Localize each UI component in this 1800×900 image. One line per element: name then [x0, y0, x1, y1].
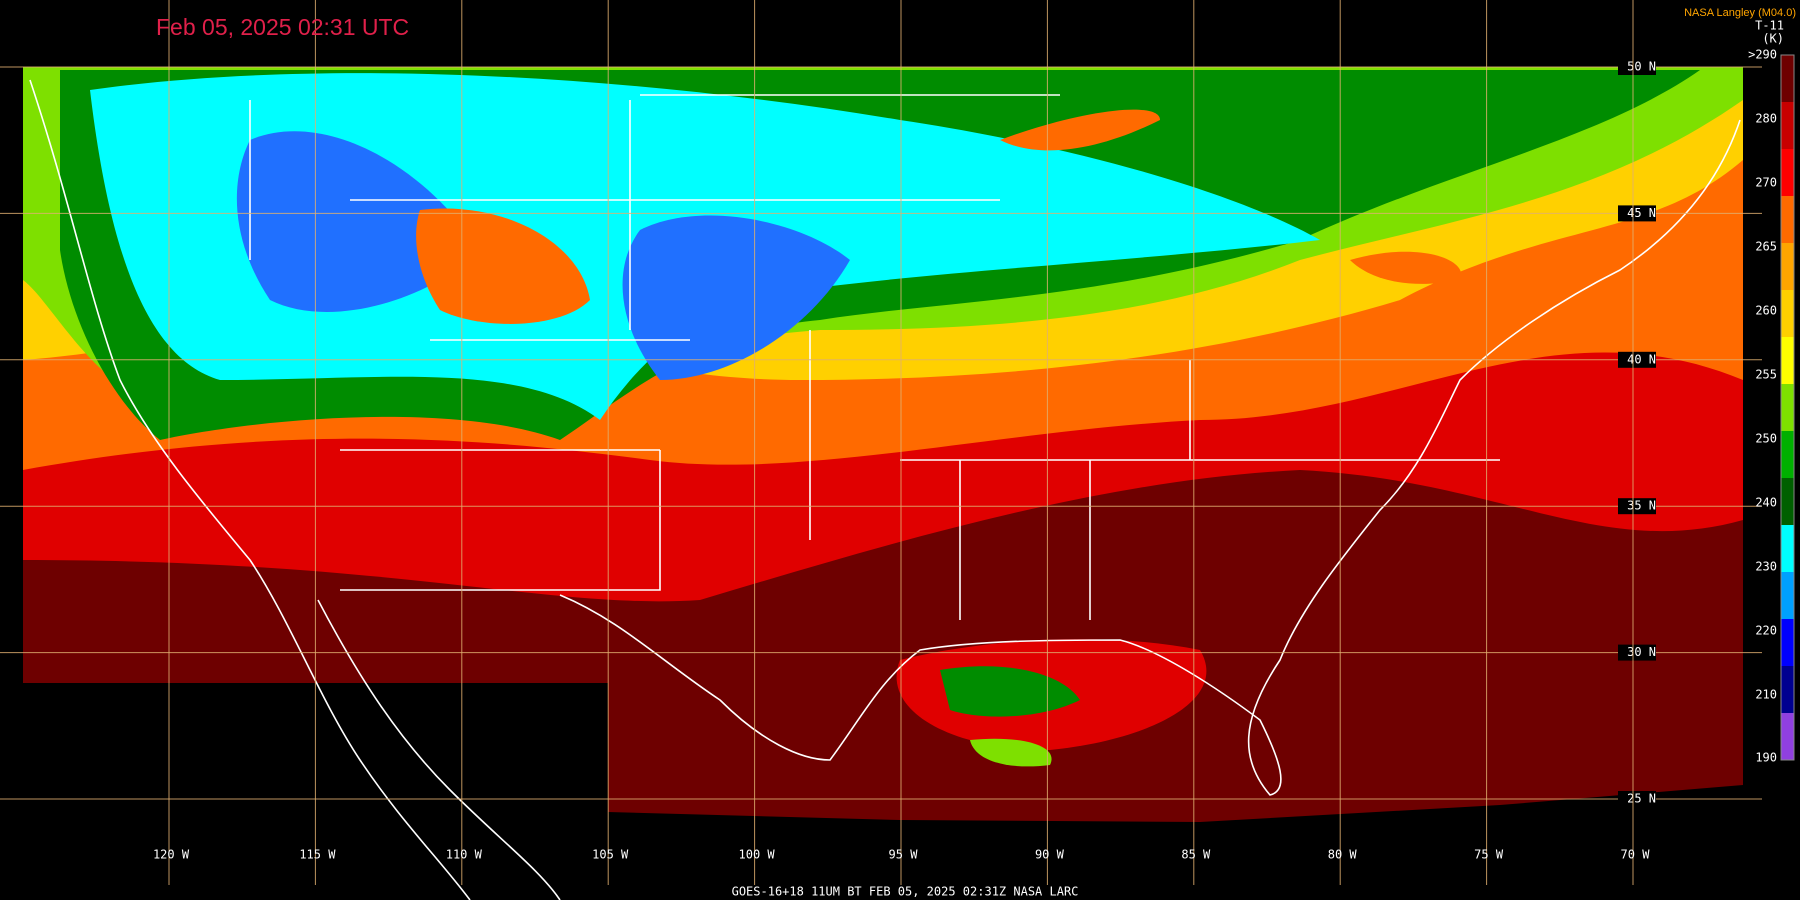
colorbar-tick-label: 230 — [1755, 560, 1777, 574]
longitude-label: 105 W — [592, 848, 629, 862]
colorbar-segment — [1781, 243, 1794, 291]
colorbar-segment — [1781, 337, 1794, 385]
colorbar-segment — [1781, 102, 1794, 150]
colorbar-tick-label: 265 — [1755, 240, 1777, 254]
latitude-label: 30 N — [1627, 645, 1656, 659]
longitude-label: 70 W — [1621, 848, 1651, 862]
latitude-label: 25 N — [1627, 792, 1656, 806]
label-bg — [1618, 205, 1656, 222]
product-label: T-11 — [1755, 19, 1784, 33]
latitude-label: 45 N — [1627, 206, 1656, 220]
colorbar-tick-label: 210 — [1755, 688, 1777, 702]
colorbar-tick-label: 240 — [1755, 496, 1777, 510]
label-bg — [1618, 791, 1656, 807]
longitude-label: 120 W — [153, 848, 190, 862]
longitude-label: 90 W — [1035, 848, 1065, 862]
graticule: 50 N 45 N 40 N 35 N 30 N 25 N 120 W 115 W 110 W 1… — [0, 0, 1762, 885]
colorbar-tick-label: 250 — [1755, 432, 1777, 446]
boundaries — [29, 79, 1741, 900]
longitude-label: 95 W — [889, 848, 919, 862]
unit-label: (K) — [1762, 32, 1784, 46]
colorbar-tick-label: 190 — [1755, 751, 1777, 765]
longitude-label: 85 W — [1181, 848, 1211, 862]
colorbar: >290 280 270 265 260 255 250 240 230 220 210 190 — [1748, 48, 1795, 765]
colorbar-tick-label: 260 — [1755, 304, 1777, 318]
label-bg — [1618, 498, 1656, 515]
latitude-label: 35 N — [1627, 499, 1656, 513]
longitude-label: 75 W — [1474, 848, 1504, 862]
colorbar-segment — [1781, 478, 1794, 526]
colorbar-segment — [1781, 290, 1794, 338]
colorbar-tick-label: >290 — [1748, 48, 1777, 62]
timestamp-title: Feb 05, 2025 02:31 UTC — [156, 14, 409, 40]
colorbar-tick-label: 255 — [1755, 368, 1777, 382]
colorbar-segment — [1781, 196, 1794, 244]
longitude-label: 80 W — [1328, 848, 1358, 862]
credit: NASA Langley (M04.0) — [1684, 7, 1796, 19]
colorbar-segment — [1781, 619, 1794, 667]
longitude-label: 115 W — [299, 848, 336, 862]
label-bg — [1618, 644, 1656, 661]
colorbar-segment — [1781, 572, 1794, 620]
label-bg — [1618, 351, 1656, 368]
colorbar-segment — [1781, 525, 1794, 573]
label-bg — [1618, 59, 1656, 75]
latitude-label: 50 N — [1627, 60, 1656, 74]
colorbar-segment — [1781, 666, 1794, 714]
colorbar-tick-label: 280 — [1755, 112, 1777, 126]
colorbar-frame — [1780, 54, 1795, 761]
colorbar-tick-label: 270 — [1755, 176, 1777, 190]
colorbar-tick-label: 220 — [1755, 624, 1777, 638]
colorbar-segment — [1781, 713, 1794, 761]
colorbar-segment — [1781, 149, 1794, 197]
footer: GOES-16+18 11UM BT FEB 05, 2025 02:31Z N… — [732, 885, 1079, 899]
colorbar-segment — [1781, 431, 1794, 479]
colorbar-segment — [1781, 55, 1794, 103]
latitude-label: 40 N — [1627, 352, 1656, 366]
longitude-label: 110 W — [446, 848, 483, 862]
colorbar-segment — [1781, 384, 1794, 432]
longitude-label: 100 W — [739, 848, 776, 862]
